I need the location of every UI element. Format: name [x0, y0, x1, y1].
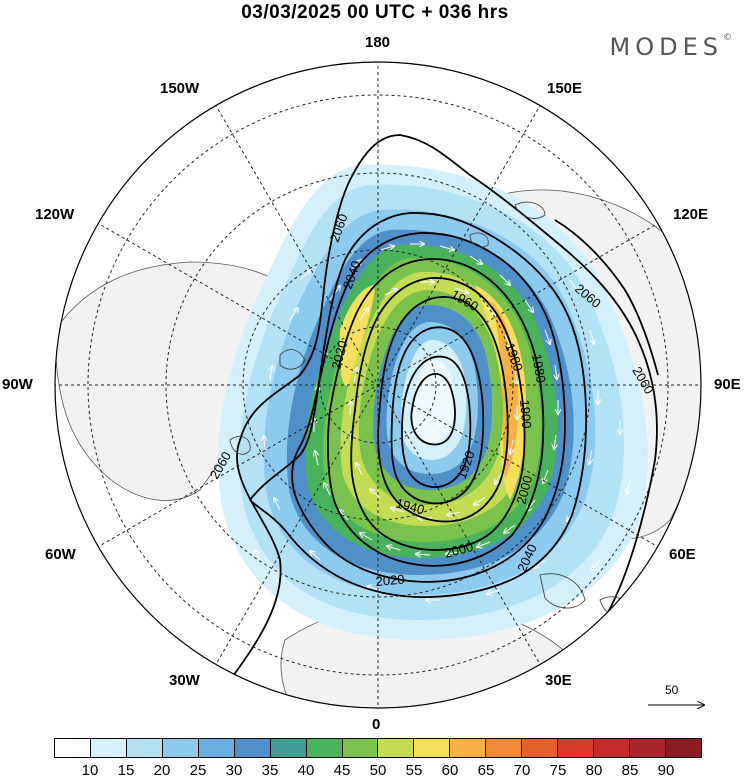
colorbar-swatch [307, 739, 343, 757]
lon-label-60w: 60W [45, 546, 76, 563]
colorbar-tick-label: 35 [262, 762, 279, 779]
colorbar-swatch [558, 739, 594, 757]
colorbar-swatch [163, 739, 199, 757]
colorbar-tick-label: 30 [226, 762, 243, 779]
lon-label-180: 180 [365, 34, 390, 51]
colorbar-swatch [127, 739, 163, 757]
colorbar-swatch [414, 739, 450, 757]
colorbar-swatch [594, 739, 630, 757]
colorbar-swatch [91, 739, 127, 757]
contour-label: 1900 [517, 399, 534, 429]
colorbar-tick-label: 40 [298, 762, 315, 779]
colorbar-tick-label: 55 [406, 762, 423, 779]
lon-label-0: 0 [372, 716, 380, 733]
colorbar-swatch [55, 739, 91, 757]
colorbar-swatch [343, 739, 379, 757]
contour-label: 2020 [375, 572, 405, 589]
colorbar-swatch [486, 739, 522, 757]
colorbar: 10 15 20 25 30 35 40 45 50 55 60 65 70 75 80 85 90 [54, 738, 702, 782]
lon-label-90e: 90E [714, 376, 741, 393]
colorbar-tick-label: 50 [370, 762, 387, 779]
colorbar-tick-label: 90 [658, 762, 675, 779]
lon-label-150w: 150W [160, 80, 199, 97]
colorbar-ticks: 10 15 20 25 30 35 40 45 50 55 60 65 70 75 80 85 90 [54, 762, 702, 782]
lon-label-30w: 30W [169, 672, 200, 689]
colorbar-tick-label: 15 [118, 762, 135, 779]
colorbar-swatch [666, 739, 701, 757]
lon-label-90w: 90W [2, 376, 33, 393]
colorbar-tick-label: 80 [586, 762, 603, 779]
colorbar-tick-label: 75 [550, 762, 567, 779]
colorbar-swatch [522, 739, 558, 757]
reference-vector-label: 50 [665, 683, 678, 697]
colorbar-tick-label: 25 [190, 762, 207, 779]
colorbar-tick-label: 70 [514, 762, 531, 779]
colorbar-tick-label: 85 [622, 762, 639, 779]
colorbar-tick-label: 65 [478, 762, 495, 779]
lon-label-120w: 120W [35, 206, 74, 223]
lon-label-60e: 60E [669, 546, 696, 563]
colorbar-swatch [271, 739, 307, 757]
lon-label-120e: 120E [673, 206, 708, 223]
colorbar-tick-label: 60 [442, 762, 459, 779]
lon-label-150e: 150E [547, 80, 582, 97]
colorbar-tick-label: 10 [82, 762, 99, 779]
colorbar-swatch [378, 739, 414, 757]
colorbar-swatches [54, 738, 702, 758]
colorbar-swatch [199, 739, 235, 757]
map-disc: 2060 2040 2020 1960 1980 1900 1920 1940 … [50, 60, 710, 720]
colorbar-swatch [630, 739, 666, 757]
colorbar-swatch [235, 739, 271, 757]
colorbar-tick-label: 45 [334, 762, 351, 779]
colorbar-swatch [450, 739, 486, 757]
colorbar-tick-label: 20 [154, 762, 171, 779]
lon-label-30e: 30E [545, 672, 572, 689]
